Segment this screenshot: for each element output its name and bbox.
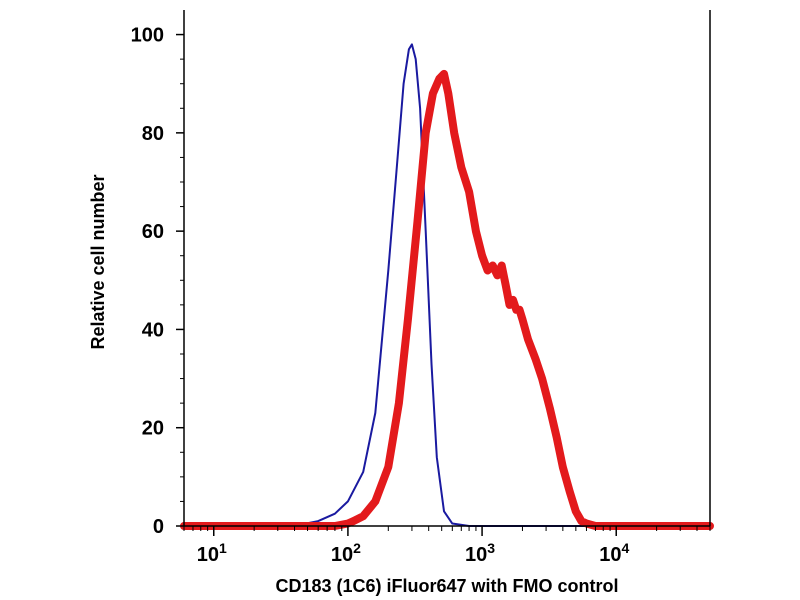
x-tick-label: 104 [599, 540, 629, 566]
y-tick-label: 100 [131, 25, 164, 47]
y-tick-label: 20 [142, 418, 164, 440]
x-tick-label: 101 [197, 540, 227, 566]
x-tick-label: 102 [331, 540, 361, 566]
y-tick-label: 40 [142, 319, 164, 341]
histogram-curve-2 [180, 69, 714, 530]
x-axis-title: CD183 (1C6) iFluor647 with FMO control [275, 576, 618, 596]
x-tick-label: 103 [465, 540, 495, 566]
y-tick-label: 60 [142, 221, 164, 243]
y-axis-title: Relative cell number [88, 174, 108, 349]
series-layer [180, 43, 714, 530]
axes-layer: 0 20 40 60 80 100 101 102 103 104 [131, 10, 711, 566]
y-tick-label: 80 [142, 123, 164, 145]
y-tick-label: 0 [153, 516, 164, 538]
histogram-curve-1 [183, 43, 711, 527]
